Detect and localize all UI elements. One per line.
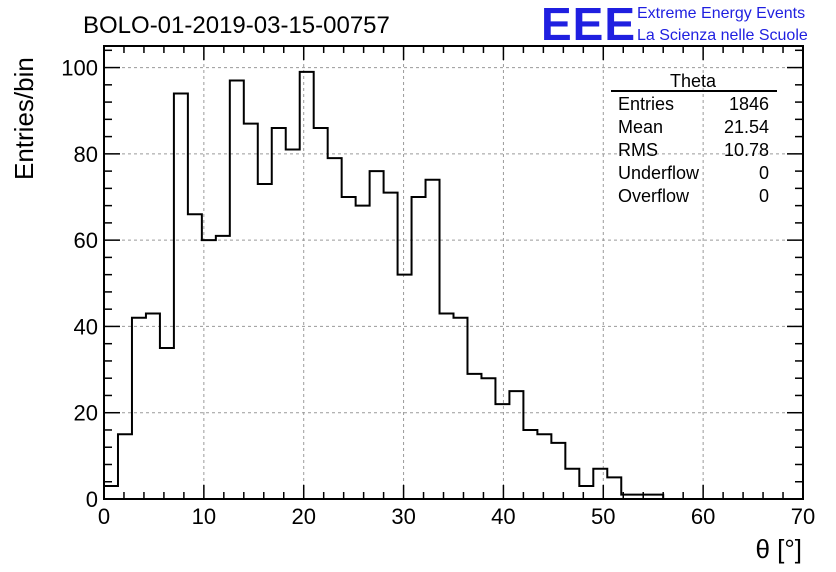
y-axis-label: Entries/bin bbox=[9, 57, 39, 180]
x-tick-label: 60 bbox=[691, 504, 715, 529]
x-tick-label: 50 bbox=[591, 504, 615, 529]
grid-lines bbox=[104, 46, 803, 499]
eee-logo-line1: Extreme Energy Events bbox=[637, 5, 805, 22]
x-tick-label: 70 bbox=[791, 504, 815, 529]
stats-row-label: Entries bbox=[618, 94, 674, 114]
stats-title: Theta bbox=[670, 71, 717, 91]
eee-logo-mark: EEE bbox=[541, 0, 636, 50]
stats-row-label: RMS bbox=[618, 140, 658, 160]
y-tick-label: 20 bbox=[74, 401, 98, 426]
x-tick-label: 30 bbox=[391, 504, 415, 529]
stats-row-label: Underflow bbox=[618, 163, 700, 183]
y-tick-label: 60 bbox=[74, 228, 98, 253]
histogram-outline bbox=[103, 70, 665, 499]
plot-frame bbox=[103, 45, 804, 500]
y-tick-label: 40 bbox=[74, 314, 98, 339]
x-axis-label: θ [°] bbox=[755, 534, 802, 564]
stats-row-value: 0 bbox=[759, 163, 769, 183]
y-tick-label: 100 bbox=[61, 56, 98, 81]
x-tick-label: 10 bbox=[192, 504, 216, 529]
stats-row-label: Mean bbox=[618, 117, 663, 137]
x-tick-label: 20 bbox=[291, 504, 315, 529]
x-tick-label: 40 bbox=[491, 504, 515, 529]
stats-row-value: 1846 bbox=[729, 94, 769, 114]
eee-logo: EEE Extreme Energy Events La Scienza nel… bbox=[541, 0, 808, 50]
stats-row-label: Overflow bbox=[618, 186, 690, 206]
eee-logo-line2: La Scienza nelle Scuole bbox=[637, 27, 808, 44]
stats-row-value: 21.54 bbox=[724, 117, 769, 137]
y-tick-label: 80 bbox=[74, 142, 98, 167]
y-tick-label: 0 bbox=[86, 487, 98, 512]
axis-ticks bbox=[103, 46, 804, 500]
chart-title: BOLO-01-2019-03-15-00757 bbox=[83, 12, 390, 39]
stats-row-value: 10.78 bbox=[724, 140, 769, 160]
stats-row-value: 0 bbox=[759, 186, 769, 206]
x-tick-label: 0 bbox=[98, 504, 110, 529]
stats-box: Theta Entries 1846 Mean 21.54 RMS 10.78 Underf… bbox=[611, 71, 777, 206]
axis-tick-labels: 0 10 20 30 40 50 60 70 0 20 40 60 80 100 bbox=[61, 56, 815, 529]
